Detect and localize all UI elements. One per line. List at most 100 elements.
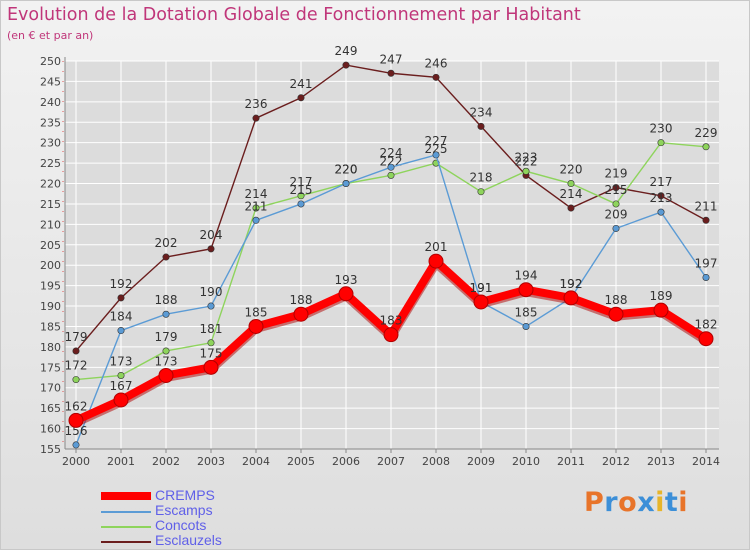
logo-letter: i	[655, 487, 665, 518]
data-label-escamps-2011: 192	[560, 277, 583, 291]
data-label-esclauzels-2011: 214	[560, 187, 583, 201]
data-label-concots-2000: 172	[65, 359, 88, 373]
data-label-escamps-2007: 224	[380, 146, 403, 160]
data-label-concots-2009: 218	[470, 171, 493, 185]
data-point-cremps-2008	[428, 253, 444, 269]
x-tick-label-2009: 2009	[467, 455, 495, 468]
data-point-cremps-2013	[653, 302, 669, 318]
x-tick-label-2004: 2004	[242, 455, 270, 468]
logo-letter: t	[664, 487, 679, 518]
data-label-esclauzels-2009: 234	[470, 105, 493, 119]
data-label-concots-2005: 217	[290, 175, 313, 189]
data-point-cremps-2003	[203, 359, 219, 375]
data-label-cremps-2010: 194	[515, 269, 538, 283]
data-point-esclauzels-2007	[387, 69, 395, 77]
data-label-esclauzels-2010: 222	[515, 154, 538, 168]
data-point-escamps-2013	[657, 208, 665, 216]
data-label-escamps-2001: 184	[110, 310, 133, 324]
data-label-escamps-2014: 197	[695, 256, 718, 270]
data-label-concots-2007: 222	[380, 154, 403, 168]
data-label-cremps-2013: 189	[650, 289, 673, 303]
data-point-esclauzels-2002	[162, 253, 170, 261]
x-tick-label-2007: 2007	[377, 455, 405, 468]
legend-label-esclauzels: Esclauzels	[155, 532, 222, 548]
y-tick-label-160: 160	[40, 423, 61, 436]
data-point-concots-2004	[252, 204, 260, 212]
x-tick-label-2012: 2012	[602, 455, 630, 468]
plot-area	[65, 61, 719, 449]
data-point-esclauzels-2014	[702, 216, 710, 224]
x-tick-label-2008: 2008	[422, 455, 450, 468]
data-label-cremps-2005: 188	[290, 293, 313, 307]
data-label-cremps-2012: 188	[605, 293, 628, 307]
x-tick-label-2006: 2006	[332, 455, 360, 468]
data-point-concots-2011	[567, 180, 575, 188]
data-point-escamps-2005	[297, 200, 305, 208]
data-point-escamps-2002	[162, 310, 170, 318]
data-point-esclauzels-2000	[72, 347, 80, 355]
data-label-esclauzels-2003: 204	[200, 228, 223, 242]
data-point-cremps-2002	[158, 367, 174, 383]
data-label-escamps-2012: 209	[605, 207, 628, 221]
x-tick-label-2002: 2002	[152, 455, 180, 468]
data-label-concots-2001: 173	[110, 354, 133, 368]
data-label-cremps-2008: 201	[425, 240, 448, 254]
y-tick-label-205: 205	[40, 239, 61, 252]
data-label-escamps-2004: 211	[245, 199, 268, 213]
data-label-esclauzels-2006: 249	[335, 44, 358, 58]
y-tick-label-225: 225	[40, 157, 61, 170]
data-point-concots-2000	[72, 376, 80, 384]
data-point-escamps-2001	[117, 327, 125, 335]
data-label-cremps-2011: 192	[560, 277, 583, 291]
legend-swatch-concots	[101, 526, 151, 528]
y-tick-label-215: 215	[40, 198, 61, 211]
data-label-escamps-2003: 190	[200, 285, 223, 299]
data-point-concots-2003	[207, 339, 215, 347]
data-label-cremps-2007: 183	[380, 314, 403, 328]
chart-title: Evolution de la Dotation Globale de Fonc…	[7, 5, 581, 25]
data-point-esclauzels-2004	[252, 114, 260, 122]
data-label-cremps-2003: 175	[200, 346, 223, 360]
data-label-esclauzels-2013: 217	[650, 175, 673, 189]
data-label-concots-2004: 214	[245, 187, 268, 201]
data-point-esclauzels-2001	[117, 294, 125, 302]
data-label-esclauzels-2012: 219	[605, 167, 628, 181]
y-tick-label-235: 235	[40, 116, 61, 129]
data-point-cremps-2014	[698, 331, 714, 347]
legend-label-concots: Concots	[155, 517, 207, 533]
x-tick-label-2003: 2003	[197, 455, 225, 468]
data-label-escamps-2005: 215	[290, 183, 313, 197]
data-label-cremps-2002: 173	[155, 354, 178, 368]
data-label-escamps-2006: 220	[335, 163, 358, 177]
data-point-concots-2012	[612, 200, 620, 208]
data-label-esclauzels-2014: 211	[695, 199, 718, 213]
data-label-esclauzels-2008: 246	[425, 56, 448, 70]
data-point-escamps-2014	[702, 273, 710, 281]
logo-letter: r	[604, 487, 619, 518]
y-tick-label-240: 240	[40, 96, 61, 109]
data-label-esclauzels-2000: 179	[65, 330, 88, 344]
y-tick-label-155: 155	[40, 443, 61, 456]
data-label-concots-2003: 181	[200, 322, 223, 336]
data-label-escamps-2010: 185	[515, 305, 538, 319]
data-label-cremps-2000: 162	[65, 399, 88, 413]
data-label-concots-2013: 230	[650, 122, 673, 136]
data-point-concots-2001	[117, 371, 125, 379]
data-label-esclauzels-2004: 236	[245, 97, 268, 111]
logo-letter: i	[678, 487, 689, 518]
data-point-esclauzels-2009	[477, 122, 485, 130]
data-point-cremps-2005	[293, 306, 309, 322]
data-point-cremps-2011	[563, 290, 579, 306]
data-label-escamps-2008: 227	[425, 134, 448, 148]
data-point-concots-2005	[297, 192, 305, 200]
legend-label-escamps: Escamps	[155, 502, 213, 518]
data-label-concots-2006: 220	[335, 163, 358, 177]
data-label-concots-2011: 220	[560, 163, 583, 177]
data-point-cremps-2009	[473, 294, 489, 310]
y-tick-label-200: 200	[40, 259, 61, 272]
data-label-concots-2012: 215	[605, 183, 628, 197]
data-label-concots-2014: 229	[695, 126, 718, 140]
data-point-cremps-2000	[68, 412, 84, 428]
